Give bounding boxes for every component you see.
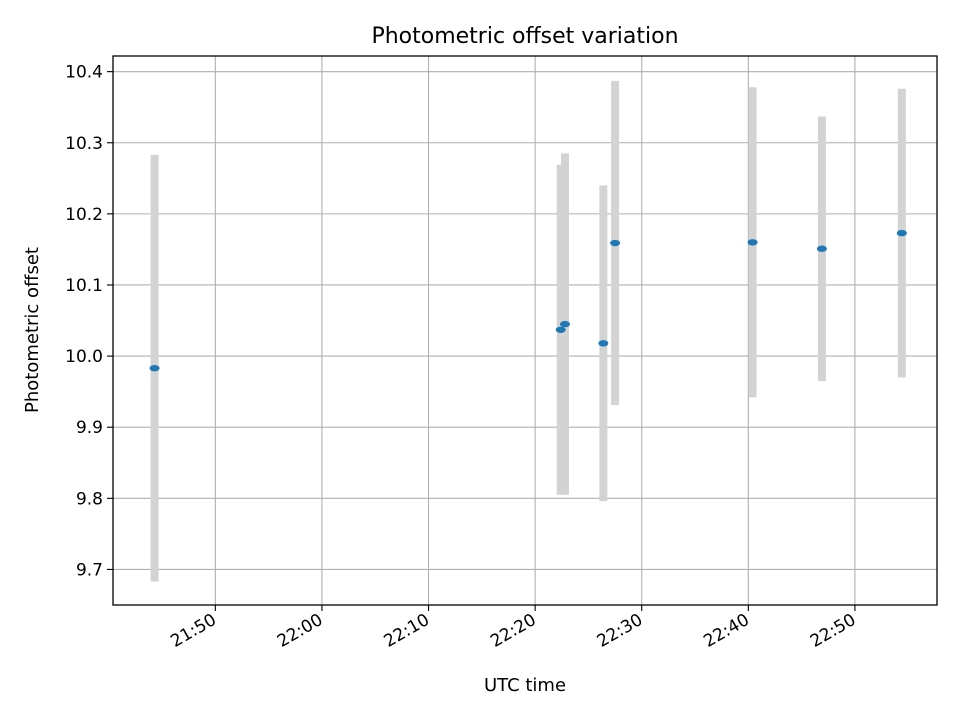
data-point <box>747 239 758 246</box>
data-points <box>149 229 907 372</box>
chart-title: Photometric offset variation <box>371 24 678 49</box>
data-point <box>598 340 609 347</box>
data-point <box>559 320 570 328</box>
data-point <box>149 364 160 372</box>
y-tick-label: 10.0 <box>65 347 103 367</box>
y-tick-label: 10.3 <box>65 134 103 154</box>
y-tick-label: 9.9 <box>76 418 103 438</box>
x-axis-label: UTC time <box>484 675 566 696</box>
data-point <box>896 229 907 237</box>
y-tick-label: 10.2 <box>65 205 103 225</box>
plot-frame <box>112 55 938 606</box>
y-tick-label: 10.1 <box>65 276 103 296</box>
data-point <box>555 326 566 333</box>
y-tick-label: 9.7 <box>76 560 103 580</box>
y-axis-label: Photometric offset <box>22 247 43 413</box>
data-point <box>816 245 827 252</box>
data-point <box>610 239 621 247</box>
y-tick-label: 10.4 <box>65 63 103 83</box>
grid-lines <box>113 56 937 605</box>
y-tick-label: 9.8 <box>76 489 103 509</box>
